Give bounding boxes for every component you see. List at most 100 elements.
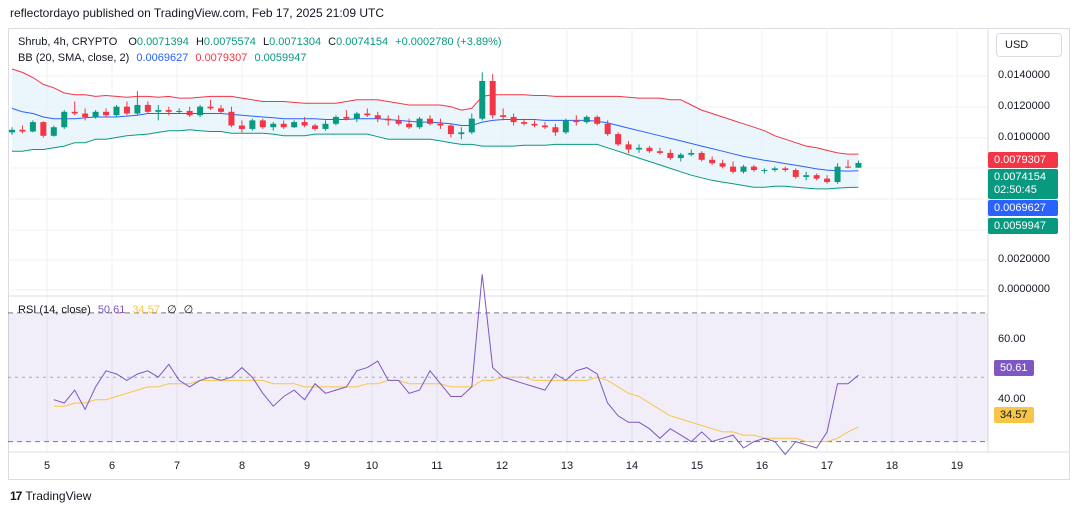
time-tick: 8 bbox=[238, 460, 246, 472]
candle-body bbox=[489, 80, 496, 116]
candle-body bbox=[427, 118, 433, 124]
footer[interactable]: 17 TradingView bbox=[10, 489, 91, 503]
rsi-ma-badge: 34.57 bbox=[994, 407, 1034, 423]
time-tick: 19 bbox=[950, 460, 964, 472]
candle-body bbox=[688, 152, 695, 155]
candle-body bbox=[364, 113, 371, 116]
tradingview-brand[interactable]: TradingView bbox=[25, 489, 92, 503]
candle-body bbox=[656, 151, 663, 153]
price-tick: 0.0120000 bbox=[998, 100, 1050, 112]
time-tick: 5 bbox=[43, 460, 51, 472]
open-value: 0.0071394 bbox=[136, 36, 189, 48]
candle-body bbox=[123, 106, 130, 114]
publish-header: reflectordayo published on TradingView.c… bbox=[10, 6, 385, 20]
rsi-badge: 50.61 bbox=[994, 360, 1034, 376]
candle-body bbox=[395, 120, 402, 124]
candle-body bbox=[416, 118, 423, 128]
candle-body bbox=[50, 127, 57, 136]
high-value: 0.0075574 bbox=[203, 36, 256, 48]
rsi-label[interactable]: RSI (14, close) bbox=[18, 304, 91, 316]
candle-body bbox=[406, 123, 413, 128]
candle-body bbox=[719, 163, 726, 167]
candle-body bbox=[301, 122, 308, 126]
change-value: +0.0002780 (+3.89%) bbox=[395, 36, 502, 48]
chart-canvas[interactable] bbox=[8, 28, 1070, 480]
time-tick: 13 bbox=[560, 460, 574, 472]
bollinger-basis-line bbox=[11, 107, 859, 172]
candle-body bbox=[353, 113, 360, 119]
candle-body bbox=[218, 108, 224, 112]
candle-body bbox=[249, 120, 256, 129]
low-value: 0.0071304 bbox=[269, 36, 322, 48]
candlestick-series bbox=[9, 72, 862, 184]
rsi-empty-value-1: ∅ bbox=[167, 304, 177, 316]
bb-lower-badge: 0.0059947 bbox=[988, 218, 1058, 234]
tradingview-logo-icon: 17 bbox=[10, 489, 22, 503]
price-tick: 0.0020000 bbox=[998, 253, 1050, 265]
candle-body bbox=[238, 125, 245, 129]
candle-body bbox=[458, 132, 465, 135]
symbol-name[interactable]: Shrub, 4h, CRYPTO bbox=[18, 36, 118, 48]
time-tick: 12 bbox=[495, 460, 509, 472]
candle-body bbox=[447, 125, 454, 135]
bb-basis-badge: 0.0069627 bbox=[988, 200, 1058, 216]
candle-body bbox=[646, 147, 653, 152]
candle-body bbox=[61, 111, 68, 128]
candle-body bbox=[322, 123, 329, 129]
rsi-legend[interactable]: RSI (14, close) 50.61 34.57 ∅ ∅ bbox=[18, 303, 193, 316]
bb-label[interactable]: BB (20, SMA, close, 2) bbox=[18, 52, 130, 64]
candle-body bbox=[615, 134, 622, 145]
rsi-value: 50.61 bbox=[97, 304, 126, 316]
candle-body bbox=[312, 125, 319, 129]
candle-body bbox=[824, 178, 831, 183]
candle-body bbox=[437, 123, 444, 126]
price-tick: 0.0000000 bbox=[998, 283, 1050, 295]
candle-body bbox=[186, 110, 193, 116]
candle-body bbox=[750, 166, 757, 171]
last-price-badge: 0.0074154 02:50:45 bbox=[988, 169, 1058, 199]
symbol-legend[interactable]: Shrub, 4h, CRYPTO O0.0071394 H0.0075574 … bbox=[18, 36, 502, 48]
bb-legend[interactable]: BB (20, SMA, close, 2) 0.0069627 0.00793… bbox=[18, 52, 306, 64]
high-label: H bbox=[195, 36, 204, 48]
candle-body bbox=[103, 111, 110, 116]
candle-body bbox=[761, 170, 768, 172]
candle-body bbox=[625, 144, 632, 150]
rsi-empty-value-2: ∅ bbox=[183, 304, 194, 316]
rsi-ma-value: 34.57 bbox=[132, 304, 160, 316]
rsi-line bbox=[53, 274, 859, 456]
close-value: 0.0074154 bbox=[336, 36, 389, 48]
candle-body bbox=[740, 166, 747, 172]
bb-lower-value: 0.0059947 bbox=[254, 52, 307, 64]
candle-body bbox=[9, 129, 15, 133]
candle-body bbox=[792, 170, 799, 177]
rsi-ma-line bbox=[53, 376, 859, 443]
candle-body bbox=[280, 123, 287, 128]
candle-body bbox=[510, 116, 517, 123]
bb-upper-value: 0.0079307 bbox=[195, 52, 248, 64]
bollinger-upper-line bbox=[11, 68, 859, 155]
time-tick: 17 bbox=[820, 460, 834, 472]
candle-body bbox=[385, 118, 392, 121]
currency-selector[interactable]: USD bbox=[996, 33, 1062, 57]
candle-body bbox=[834, 166, 841, 183]
candle-body bbox=[541, 125, 548, 128]
candle-body bbox=[709, 159, 716, 164]
candle-body bbox=[270, 123, 277, 128]
candle-body bbox=[730, 166, 737, 172]
time-tick: 18 bbox=[885, 460, 899, 472]
candle-body bbox=[771, 168, 778, 171]
candle-body bbox=[677, 154, 684, 159]
candle-body bbox=[82, 113, 89, 117]
candle-body bbox=[291, 122, 298, 128]
candle-body bbox=[573, 120, 580, 123]
candle-body bbox=[479, 80, 486, 119]
candle-body bbox=[803, 175, 810, 177]
candle-body bbox=[782, 168, 789, 171]
candle-body bbox=[71, 111, 78, 114]
candle-body bbox=[636, 147, 642, 150]
candle-body bbox=[332, 116, 339, 124]
bollinger-lower-line bbox=[12, 129, 859, 190]
candle-body bbox=[197, 106, 204, 116]
open-label: O bbox=[128, 36, 137, 48]
candle-body bbox=[343, 116, 350, 119]
